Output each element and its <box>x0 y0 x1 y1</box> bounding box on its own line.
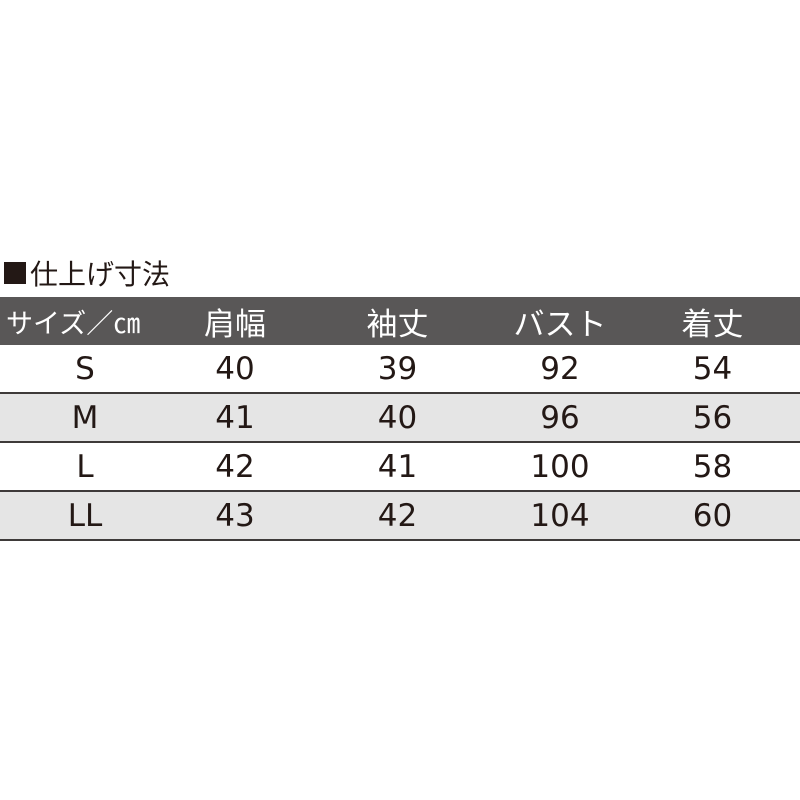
table-row: M 41 40 96 56 <box>0 394 800 443</box>
table-cell: 40 <box>215 350 255 387</box>
table-cell: 39 <box>377 350 418 387</box>
header-sleeve-length: 袖丈 <box>366 306 429 343</box>
table-cell: 40 <box>377 399 418 436</box>
table-cell: 42 <box>377 497 418 534</box>
section-title-text: 仕上げ寸法 <box>30 258 171 291</box>
table-row: LL 43 42 104 60 <box>0 492 800 541</box>
table-row: S 40 39 92 54 <box>0 345 800 394</box>
table-cell: 92 <box>540 350 580 387</box>
table-cell: 60 <box>692 497 733 534</box>
table-header: サイズ／㎝ 肩幅 袖丈 バスト 着丈 <box>0 297 800 345</box>
square-bullet-icon <box>4 262 26 284</box>
header-size: サイズ／㎝ <box>6 308 141 340</box>
table-cell: 43 <box>215 497 255 534</box>
table-cell: LL <box>67 497 103 534</box>
table-cell: S <box>75 350 95 387</box>
size-table: サイズ／㎝ 肩幅 袖丈 バスト 着丈 S 40 39 92 54 M 41 40 96 56 L 42… <box>0 297 800 541</box>
table-cell: 41 <box>377 448 418 485</box>
table-cell: 56 <box>692 399 733 436</box>
table-cell: M <box>71 399 99 436</box>
table-cell: 41 <box>215 399 255 436</box>
table-cell: 104 <box>530 497 590 534</box>
table-cell: 54 <box>692 350 733 387</box>
table-cell: 58 <box>692 448 733 485</box>
header-length: 着丈 <box>681 306 744 343</box>
table-cell: 42 <box>215 448 255 485</box>
table-cell: 96 <box>540 399 580 436</box>
header-bust: バスト <box>513 306 607 343</box>
section-title: 仕上げ寸法 <box>4 254 170 292</box>
table-cell: 100 <box>530 448 590 485</box>
header-shoulder-width: 肩幅 <box>204 306 266 343</box>
table-row: L 42 41 100 58 <box>0 443 800 492</box>
table-cell: L <box>76 448 94 485</box>
